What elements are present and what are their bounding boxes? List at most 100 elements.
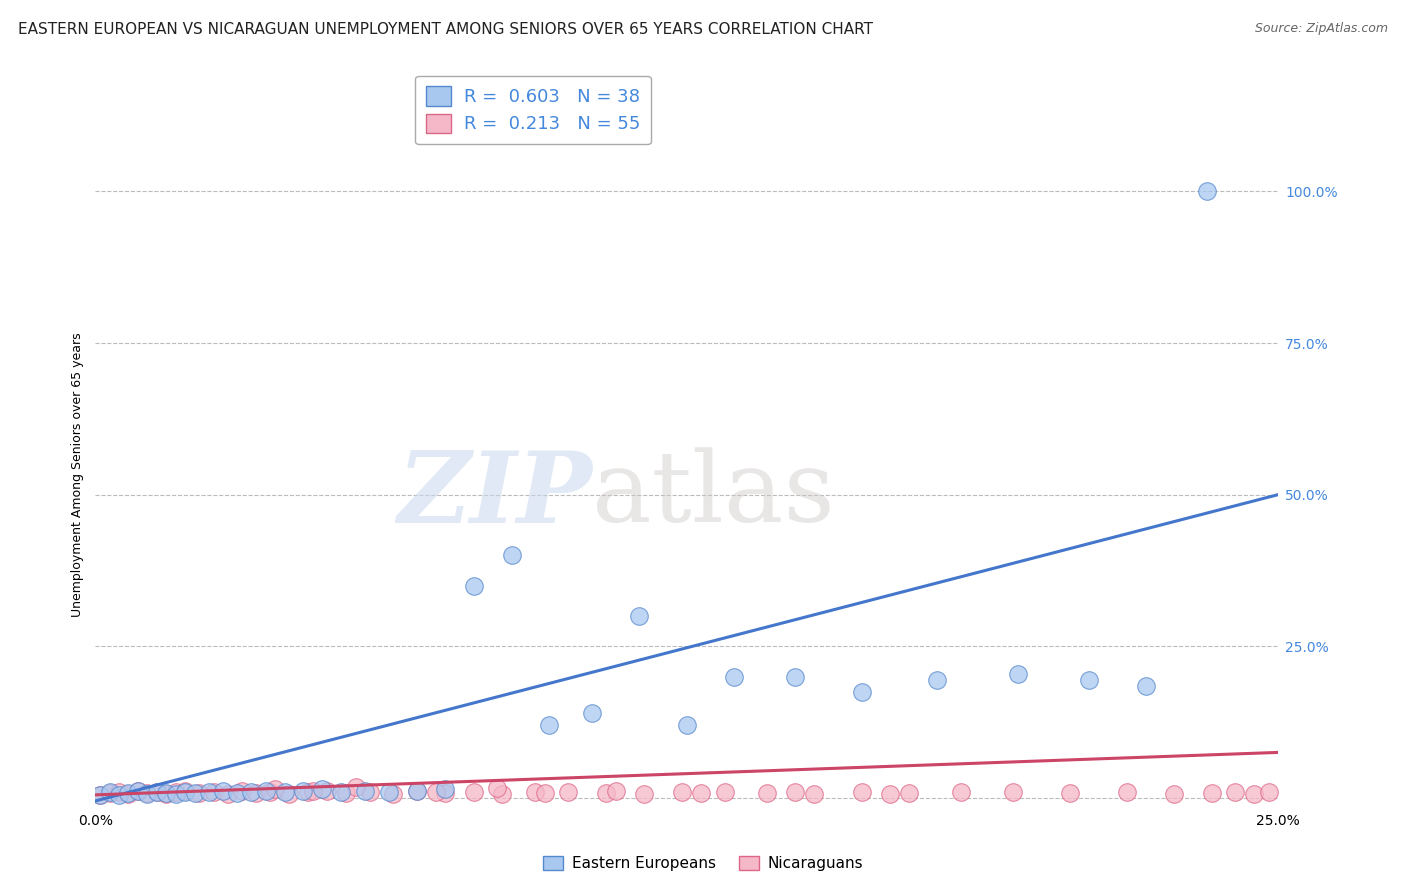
Point (756, 786, 779, 800)
Point (146, 785, 169, 799)
Point (183, 786, 205, 800)
Point (723, 670, 745, 684)
Point (491, 787, 513, 801)
Point (302, 783, 325, 797)
Point (330, 785, 353, 799)
Text: atlas: atlas (592, 447, 835, 543)
Point (713, 785, 735, 799)
Point (605, 783, 627, 797)
Point (127, 783, 149, 797)
Point (463, 785, 485, 799)
Point (311, 781, 333, 796)
Point (406, 783, 429, 797)
Point (264, 781, 287, 796)
Point (231, 783, 253, 797)
Point (803, 787, 825, 801)
Point (240, 785, 263, 799)
Point (434, 781, 457, 796)
Point (98, 786, 121, 800)
Legend: Eastern Europeans, Nicaraguans: Eastern Europeans, Nicaraguans (537, 849, 869, 877)
Point (434, 786, 457, 800)
Point (1225, 785, 1247, 799)
Point (117, 787, 139, 801)
Point (273, 785, 295, 799)
Point (359, 785, 381, 799)
Point (538, 718, 561, 732)
Point (316, 783, 339, 797)
Point (155, 786, 177, 800)
Point (245, 786, 267, 800)
Point (382, 787, 405, 801)
Point (1077, 673, 1099, 687)
Point (335, 786, 357, 800)
Point (675, 718, 697, 732)
Point (136, 786, 159, 800)
Point (425, 785, 447, 799)
Point (463, 579, 485, 593)
Point (117, 786, 139, 800)
Point (292, 783, 315, 797)
Point (501, 549, 523, 563)
Point (136, 787, 159, 801)
Point (127, 783, 149, 797)
Text: ZIP: ZIP (396, 447, 592, 543)
Point (927, 673, 949, 687)
Point (1007, 666, 1029, 681)
Point (344, 780, 367, 794)
Point (628, 609, 651, 624)
Point (406, 783, 429, 797)
Point (165, 787, 187, 801)
Point (226, 786, 249, 800)
Point (1201, 786, 1223, 800)
Point (212, 783, 235, 797)
Point (146, 785, 169, 799)
Point (259, 785, 281, 799)
Text: Source: ZipAtlas.com: Source: ZipAtlas.com (1254, 22, 1388, 36)
Point (1002, 785, 1025, 799)
Point (1257, 785, 1279, 799)
Point (1195, 185, 1218, 199)
Point (851, 785, 873, 799)
Point (89, 788, 111, 802)
Point (533, 786, 555, 800)
Point (89, 788, 111, 802)
Point (557, 785, 579, 799)
Point (1163, 787, 1185, 801)
Point (486, 781, 509, 796)
Point (1115, 785, 1137, 799)
Point (595, 786, 617, 800)
Point (950, 785, 973, 799)
Point (278, 787, 301, 801)
Point (689, 786, 711, 800)
Point (581, 706, 603, 720)
Point (188, 786, 211, 800)
Point (155, 787, 177, 801)
Point (174, 785, 197, 799)
Point (524, 785, 547, 799)
Point (108, 788, 131, 802)
Point (174, 783, 197, 797)
Y-axis label: Unemployment Among Seniors over 65 years: Unemployment Among Seniors over 65 years (72, 333, 84, 617)
Point (202, 785, 225, 799)
Point (297, 785, 319, 799)
Point (1059, 786, 1081, 800)
Point (98, 785, 121, 799)
Legend: R =  0.603   N = 38, R =  0.213   N = 55: R = 0.603 N = 38, R = 0.213 N = 55 (415, 76, 651, 145)
Point (217, 787, 239, 801)
Point (898, 786, 921, 800)
Point (198, 785, 221, 799)
Point (377, 785, 399, 799)
Point (671, 785, 693, 799)
Point (354, 783, 377, 797)
Point (633, 787, 655, 801)
Point (785, 670, 807, 684)
Point (1135, 679, 1157, 693)
Text: EASTERN EUROPEAN VS NICARAGUAN UNEMPLOYMENT AMONG SENIORS OVER 65 YEARS CORRELAT: EASTERN EUROPEAN VS NICARAGUAN UNEMPLOYM… (18, 22, 873, 37)
Point (851, 685, 873, 699)
Point (254, 783, 277, 797)
Point (165, 785, 187, 799)
Point (108, 785, 131, 799)
Point (785, 785, 807, 799)
Point (1243, 787, 1265, 801)
Point (879, 787, 901, 801)
